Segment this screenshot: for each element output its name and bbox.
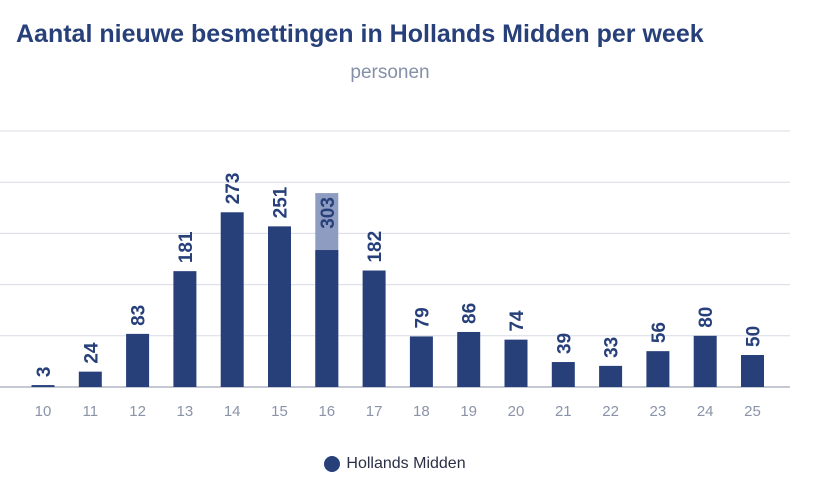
x-tick-label: 17 — [366, 403, 383, 420]
bar — [693, 335, 717, 387]
data-label: 3 — [34, 367, 55, 378]
data-label: 181 — [176, 231, 197, 263]
data-label: 74 — [507, 310, 528, 332]
x-tick-label: 23 — [650, 403, 667, 420]
bar — [504, 339, 528, 387]
chart-title: Aantal nieuwe besmettingen in Hollands M… — [16, 20, 704, 48]
bar — [315, 250, 339, 387]
legend-label: Hollands Midden — [346, 455, 466, 472]
bar — [409, 336, 433, 387]
data-label: 251 — [271, 186, 292, 218]
x-tick-label: 24 — [697, 403, 714, 420]
legend: Hollands Midden — [0, 455, 790, 473]
x-tick-label: 14 — [224, 403, 241, 420]
data-label: 50 — [744, 326, 765, 347]
x-tick-label: 12 — [129, 403, 146, 420]
data-labels: 3 24 83 181 273 251 303 182 79 86 74 39 33 56 80 50 — [34, 173, 765, 378]
x-tick-label: 15 — [271, 403, 288, 420]
chart-subtitle: personen — [350, 62, 430, 83]
data-label: 86 — [460, 303, 481, 324]
bar — [220, 212, 244, 387]
grid-lines — [0, 130, 790, 388]
x-tick-label: 21 — [555, 403, 572, 420]
x-tick-label: 22 — [602, 403, 619, 420]
data-label: 83 — [129, 305, 150, 326]
bars — [31, 193, 764, 387]
x-tick-labels: 10 11 12 13 14 15 16 17 18 19 20 21 22 23 24 25 — [35, 403, 761, 420]
data-label: 80 — [696, 307, 717, 328]
data-label: 56 — [649, 322, 670, 343]
data-label: 303 — [318, 197, 339, 229]
bar — [31, 385, 55, 387]
bar — [741, 355, 764, 387]
x-tick-label: 18 — [413, 403, 430, 420]
data-label: 39 — [554, 333, 575, 354]
data-label: 24 — [81, 342, 102, 364]
x-tick-label: 16 — [318, 403, 335, 420]
bar — [551, 362, 575, 387]
legend-swatch — [324, 456, 341, 472]
x-tick-label: 20 — [508, 403, 525, 420]
data-label: 273 — [223, 173, 244, 205]
x-tick-label: 25 — [744, 403, 761, 420]
data-label: 33 — [602, 337, 623, 358]
x-tick-label: 19 — [460, 403, 477, 420]
bar — [78, 371, 102, 387]
bar — [646, 351, 670, 387]
x-tick-label: 11 — [83, 403, 99, 420]
bar — [457, 331, 481, 387]
bar — [173, 271, 197, 387]
bar — [268, 226, 291, 387]
x-tick-label: 13 — [177, 403, 194, 420]
bar — [362, 270, 386, 387]
x-tick-label: 10 — [35, 403, 52, 420]
bar — [126, 333, 150, 387]
bar — [599, 365, 623, 387]
data-label: 79 — [412, 307, 433, 328]
data-label: 182 — [365, 231, 386, 263]
